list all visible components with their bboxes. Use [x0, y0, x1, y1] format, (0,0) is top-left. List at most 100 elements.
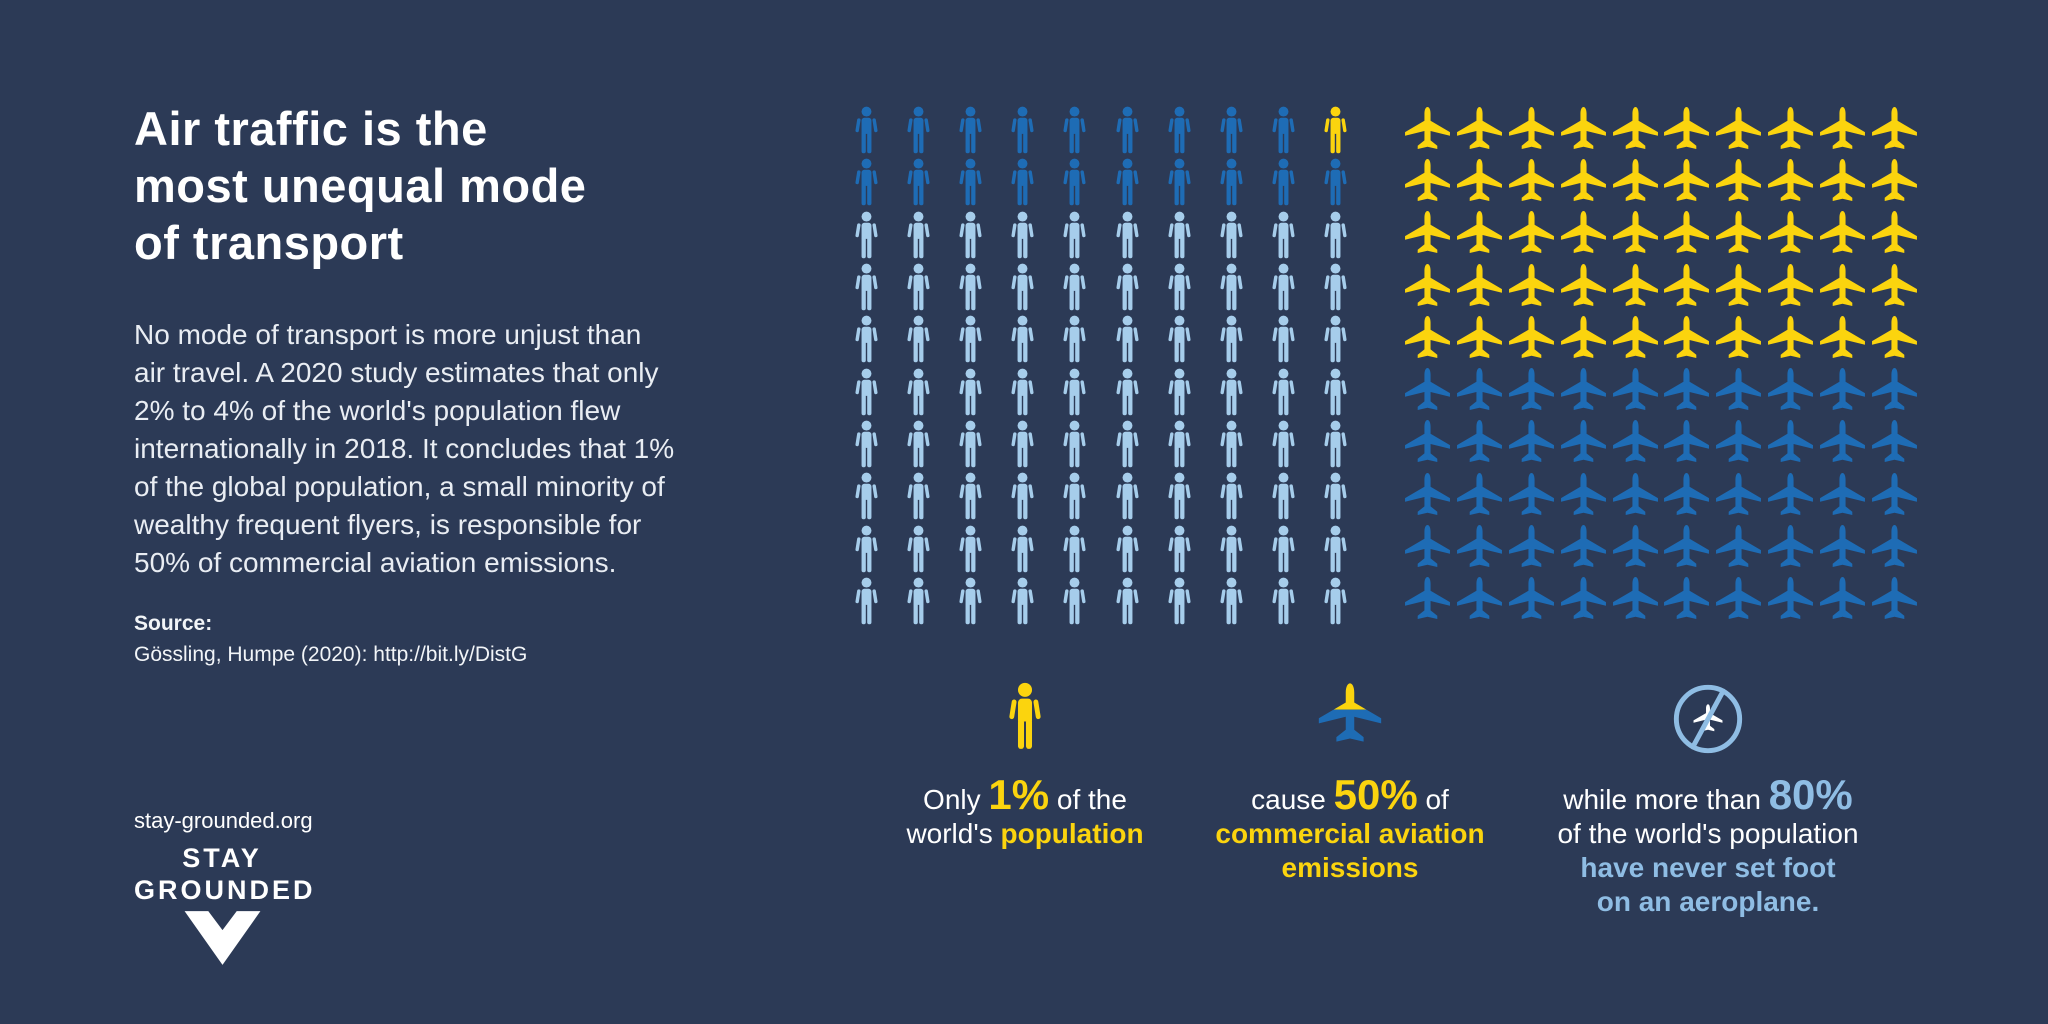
plane-icon	[1661, 522, 1713, 574]
caption-text-mid: of the world's population	[1557, 818, 1859, 849]
plane-icon	[1868, 156, 1920, 208]
caption-text-strong: have never set foot on an aeroplane.	[1580, 852, 1836, 917]
person-icon	[944, 418, 996, 470]
plane-icon	[1765, 261, 1817, 313]
plane-icon	[1506, 418, 1558, 470]
plane-icon	[1506, 261, 1558, 313]
plane-icon	[1402, 156, 1454, 208]
person-icon	[892, 313, 944, 365]
caption-text-pre: Only	[923, 784, 989, 815]
plane-icon	[1713, 156, 1765, 208]
plane-icon	[1609, 209, 1661, 261]
plane-icon	[1868, 522, 1920, 574]
person-icon	[892, 365, 944, 417]
plane-icon	[1609, 156, 1661, 208]
plane-icon	[1765, 365, 1817, 417]
person-icon	[997, 418, 1049, 470]
person-icon	[1310, 575, 1362, 627]
person-icon	[1258, 418, 1310, 470]
person-icon	[944, 104, 996, 156]
person-icon	[1049, 313, 1101, 365]
person-icon	[1310, 365, 1362, 417]
caption-percent: 80%	[1768, 771, 1853, 818]
person-icon	[944, 575, 996, 627]
plane-icon	[1713, 104, 1765, 156]
plane-icon	[1661, 104, 1713, 156]
source-label: Source:	[134, 612, 213, 635]
person-icon	[840, 261, 892, 313]
person-icon	[997, 575, 1049, 627]
logo-wordmark: STAY GROUNDED	[134, 843, 316, 905]
caption-text-strong: commercial aviation emissions	[1215, 818, 1485, 883]
half-yellow-plane-icon	[1185, 682, 1515, 756]
person-icon	[1310, 470, 1362, 522]
person-icon	[1049, 104, 1101, 156]
plane-icon	[1713, 261, 1765, 313]
plane-icon	[1609, 575, 1661, 627]
plane-icon	[1402, 418, 1454, 470]
plane-icon	[1816, 365, 1868, 417]
intro-paragraph: No mode of transport is more unjust than…	[134, 319, 675, 578]
plane-icon	[1402, 365, 1454, 417]
person-icon	[1310, 156, 1362, 208]
person-icon	[1258, 261, 1310, 313]
website-url: stay-grounded.org	[134, 808, 313, 833]
person-icon	[997, 104, 1049, 156]
caption-percent: 1%	[988, 771, 1050, 818]
person-icon	[1049, 261, 1101, 313]
plane-icon	[1557, 365, 1609, 417]
plane-icon	[1661, 261, 1713, 313]
person-icon	[1153, 104, 1205, 156]
plane-icon	[1713, 209, 1765, 261]
person-icon	[1310, 313, 1362, 365]
plane-icon	[1713, 470, 1765, 522]
person-icon	[1101, 104, 1153, 156]
plane-icon	[1506, 522, 1558, 574]
person-icon	[1258, 313, 1310, 365]
person-icon	[944, 156, 996, 208]
plane-icon	[1402, 522, 1454, 574]
plane-icon	[1557, 575, 1609, 627]
person-icon	[944, 365, 996, 417]
plane-icon	[1557, 313, 1609, 365]
caption-percent: 50%	[1333, 771, 1418, 818]
plane-icon	[1506, 209, 1558, 261]
plane-icon	[1713, 418, 1765, 470]
person-icon	[1101, 209, 1153, 261]
person-icon	[1101, 522, 1153, 574]
person-icon	[997, 261, 1049, 313]
person-icon	[1258, 156, 1310, 208]
plane-icon	[1713, 313, 1765, 365]
person-icon	[840, 575, 892, 627]
person-icon	[840, 418, 892, 470]
person-icon	[892, 418, 944, 470]
plane-icon	[1816, 261, 1868, 313]
plane-icon	[1661, 575, 1713, 627]
plane-icon	[1816, 522, 1868, 574]
person-icon	[1258, 575, 1310, 627]
caption-never-flown: while more than 80% of the world's popul…	[1503, 682, 1913, 919]
plane-icon	[1557, 418, 1609, 470]
person-icon	[892, 522, 944, 574]
person-icon	[1205, 470, 1257, 522]
person-icon	[944, 209, 996, 261]
person-icon	[1310, 418, 1362, 470]
plane-icon	[1506, 470, 1558, 522]
plane-icon	[1816, 156, 1868, 208]
caption-text-mid: of	[1425, 784, 1449, 815]
plane-icon	[1557, 261, 1609, 313]
person-icon	[1205, 418, 1257, 470]
person-icon	[1205, 365, 1257, 417]
plane-icon	[1816, 575, 1868, 627]
plane-icon	[1661, 313, 1713, 365]
person-icon	[1205, 313, 1257, 365]
plane-icon	[1609, 104, 1661, 156]
plane-icon	[1506, 156, 1558, 208]
plane-icon	[1765, 313, 1817, 365]
plane-icon	[1713, 522, 1765, 574]
person-icon	[1153, 209, 1205, 261]
person-icon	[840, 156, 892, 208]
plane-icon	[1816, 209, 1868, 261]
caption-text-pre: while more than	[1563, 784, 1769, 815]
